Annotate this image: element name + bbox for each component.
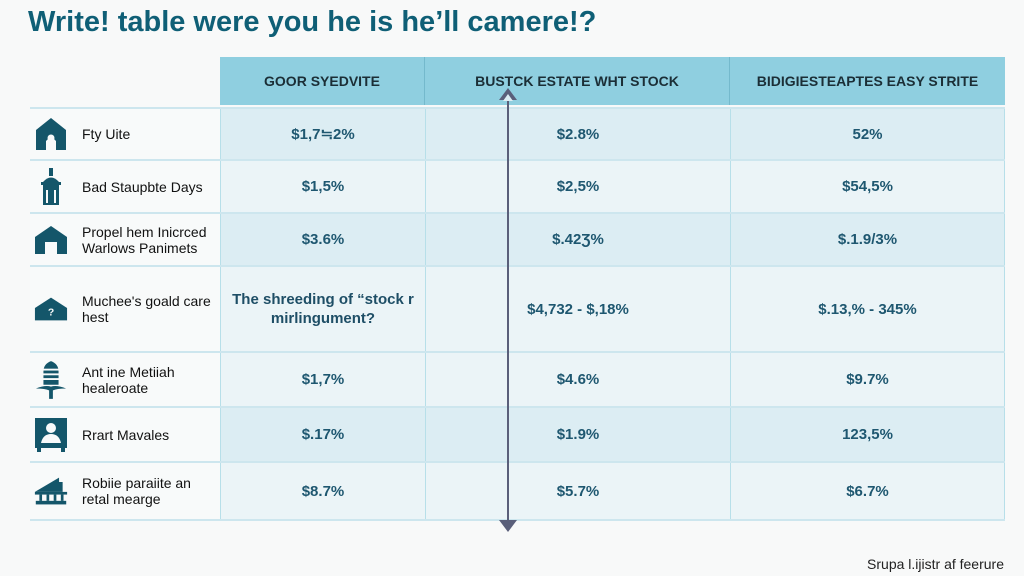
row-label: Propel hem Inicrced Warlows Panimets [82,223,207,256]
value-cell: $5.7% [425,463,730,519]
table-row: Robiie paraiite an retal mearge $8.7% $5… [30,463,1005,521]
value-cell: 123,5% [730,408,1005,461]
barn-icon [34,223,68,257]
value-cell: $2,5% [425,161,730,212]
value-cell: $8.7% [220,463,425,519]
row-label-cell: ? Muchee's goald care hest [30,267,220,351]
row-label-cell: Ant ine Metiiah healeroate [30,353,220,406]
note-cell: The shreeding of “stock r mirlingument? [220,267,425,351]
table-row: ? Muchee's goald care hest The shreeding… [30,267,1005,353]
person-card-icon [34,417,68,452]
row-label-cell: Robiie paraiite an retal mearge [30,463,220,519]
pavilion-icon [34,474,68,508]
question-house-icon: ? [34,292,68,326]
value-cell: $1,7≒2% [220,109,425,159]
column-header-2: BUSTCK ESTATE WHT STOCK [425,57,730,105]
svg-text:?: ? [48,308,54,319]
value-cell: $.1.9/3% [730,214,1005,265]
row-label: Rrart Mavales [82,426,170,443]
value-cell: $.17% [220,408,425,461]
table-row: Bad Staupbte Days $1,5% $2,5% $54,5% [30,161,1005,214]
value-cell: $1,5% [220,161,425,212]
column-header-3: BIDIGIESTEAPTES EASY STRITE [730,57,1005,105]
row-label: Robiie paraiite an retal mearge [82,475,191,507]
row-label: Ant ine Metiiah healeroate [82,363,175,396]
row-label: Bad Staupbte Days [82,178,203,195]
value-cell: $54,5% [730,161,1005,212]
table-row: Rrart Mavales $.17% $1.9% 123,5% [30,408,1005,463]
table-row: Ant ine Metiiah healeroate $1,7% $4.6% $… [30,353,1005,408]
value-cell: $6.7% [730,463,1005,519]
house-icon [34,117,68,151]
table-row: Propel hem Inicrced Warlows Panimets $3.… [30,214,1005,267]
value-cell: $4,732 - $,18% [425,267,730,351]
table-row: Fty Uite $1,7≒2% $2.8% 52% [30,107,1005,161]
row-label-cell: Propel hem Inicrced Warlows Panimets [30,214,220,265]
row-label: Fty Uite [82,126,131,142]
row-label: Muchee's goald care hest [82,293,211,325]
tower-building-icon [34,167,68,205]
value-cell: $2.8% [425,109,730,159]
value-cell: $1.9% [425,408,730,461]
arrow-up-inner [503,94,513,101]
value-cell: $1,7% [220,353,425,406]
row-label-cell: Bad Staupbte Days [30,161,220,212]
arrow-down-icon [499,520,517,532]
row-label-cell: Fty Uite [30,109,220,159]
footer-caption: Srupa l.ijistr af feerure [867,556,1004,572]
value-cell: $3.6% [220,214,425,265]
page-title: Write! table were you he is he’ll camere… [28,6,597,38]
value-cell: $.13,% - 345% [730,267,1005,351]
value-cell: $.42Ʒ% [425,214,730,265]
tree-icon [34,360,68,399]
row-label-cell: Rrart Mavales [30,408,220,461]
vertical-arrow-line [507,92,509,528]
note-text: The shreeding of “stock r mirlingument? [232,291,414,327]
value-cell: $9.7% [730,353,1005,406]
value-cell: 52% [730,109,1005,159]
value-cell: $4.6% [425,353,730,406]
column-header-1: GOOR SYEDVITE [220,57,425,105]
